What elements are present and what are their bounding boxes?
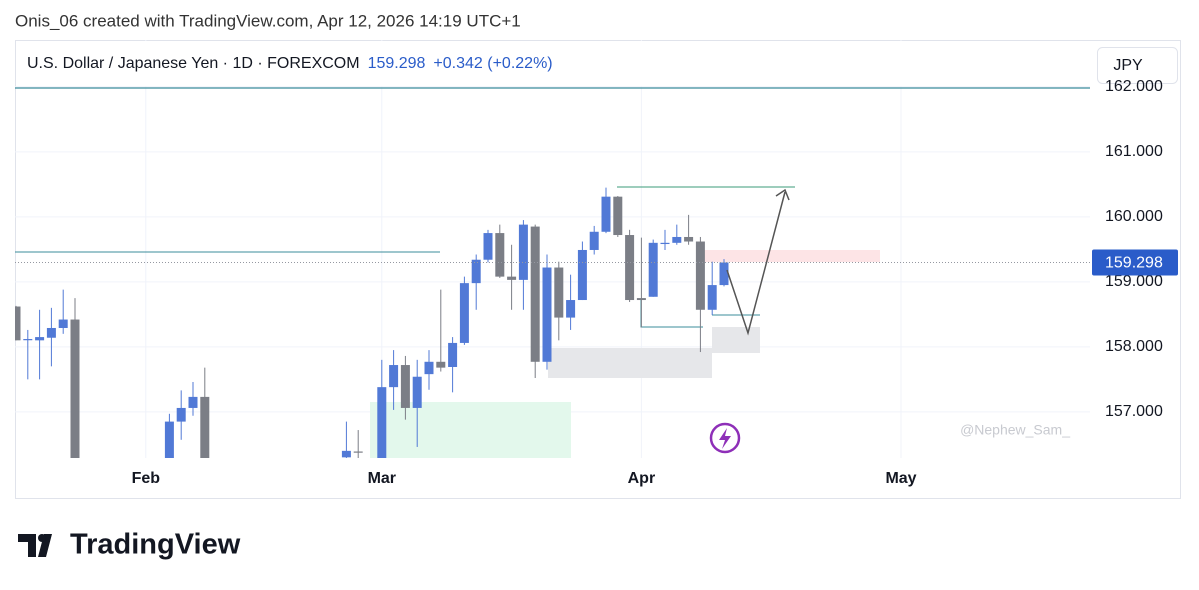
alert-icon[interactable] [709, 422, 741, 454]
candle-body [636, 298, 646, 301]
candle-body [566, 300, 576, 318]
y-tick-label: 160.000 [1105, 208, 1163, 225]
candle-body [341, 450, 351, 458]
last-price-label: 159.298 [1105, 255, 1163, 272]
brand-mark [18, 534, 52, 557]
candle-body [70, 319, 80, 458]
candle-body [495, 233, 505, 277]
candle-body [389, 365, 399, 388]
candle-body [589, 231, 599, 250]
candle-body [625, 235, 635, 301]
watermark: @Nephew_Sam_ [960, 422, 1070, 438]
candle-body [459, 283, 469, 343]
candle-body [507, 276, 517, 280]
candle-body [58, 319, 68, 328]
price-change: +0.342 (+0.22%) [433, 55, 552, 72]
candle-body [164, 421, 174, 458]
currency-label[interactable]: JPY [1113, 57, 1143, 74]
y-tick-label: 157.000 [1105, 403, 1163, 420]
chart-title: U.S. Dollar / Japanese Yen · 1D · FOREXC… [27, 55, 553, 72]
candle-body [695, 241, 705, 310]
supply-zone [697, 250, 880, 262]
candle-body [46, 327, 56, 338]
alert-bolt[interactable] [719, 428, 731, 449]
header-text: Onis_06 created with TradingView.com, Ap… [15, 11, 521, 30]
arrow-head [775, 188, 790, 201]
projection-path [726, 191, 786, 336]
candle-body [448, 342, 458, 367]
last-price-box [1092, 249, 1178, 276]
candle-body [660, 242, 670, 245]
candle-body [15, 306, 21, 341]
x-tick-label: Feb [132, 470, 161, 487]
candle-body [601, 196, 611, 232]
drawings [15, 87, 1090, 458]
candle-body [412, 376, 422, 408]
chart-frame [15, 40, 1181, 499]
candle-body [188, 396, 198, 408]
demand-zone [370, 402, 571, 458]
x-tick-label: May [885, 470, 916, 487]
candle-body [707, 285, 717, 310]
candle-body [400, 365, 410, 408]
candle-body [518, 224, 528, 280]
y-tick-label: 161.000 [1105, 143, 1163, 160]
grid [15, 40, 1090, 458]
x-tick-label: Mar [368, 470, 396, 487]
candle-body [353, 451, 363, 453]
candle-body [554, 267, 564, 318]
candle-body [23, 339, 33, 341]
candle-body [377, 387, 387, 458]
brand-logo: TradingView [18, 529, 241, 561]
candle-body [613, 196, 623, 236]
zone [712, 327, 760, 353]
candle-body [483, 233, 493, 260]
candle-body [672, 236, 682, 243]
zone [548, 348, 712, 378]
y-tick-label: 162.000 [1105, 78, 1163, 95]
header-bar [16, 41, 1089, 86]
currency-button[interactable] [1097, 47, 1178, 84]
x-tick-label: Apr [628, 470, 656, 487]
candle-body [176, 407, 186, 422]
brand-mark [38, 534, 46, 542]
candle-body [577, 249, 587, 301]
brand-name: TradingView [70, 529, 241, 561]
candle-body [35, 337, 45, 341]
projection-arrow [726, 188, 790, 336]
candle-body [542, 267, 552, 362]
candle-body [471, 259, 481, 284]
alert-circle[interactable] [709, 422, 741, 454]
candle-body [200, 396, 210, 458]
candle-body [424, 361, 434, 375]
y-tick-label: 158.000 [1105, 338, 1163, 355]
candle-body [719, 262, 729, 286]
candle-body [684, 236, 694, 242]
candle-body [648, 242, 658, 297]
symbol-title: U.S. Dollar / Japanese Yen · 1D · FOREXC… [27, 55, 360, 72]
last-price: 159.298 [368, 55, 426, 72]
candles [15, 187, 729, 458]
candle-body [436, 361, 446, 368]
y-tick-label: 159.000 [1105, 273, 1163, 290]
candle-body [530, 226, 540, 362]
